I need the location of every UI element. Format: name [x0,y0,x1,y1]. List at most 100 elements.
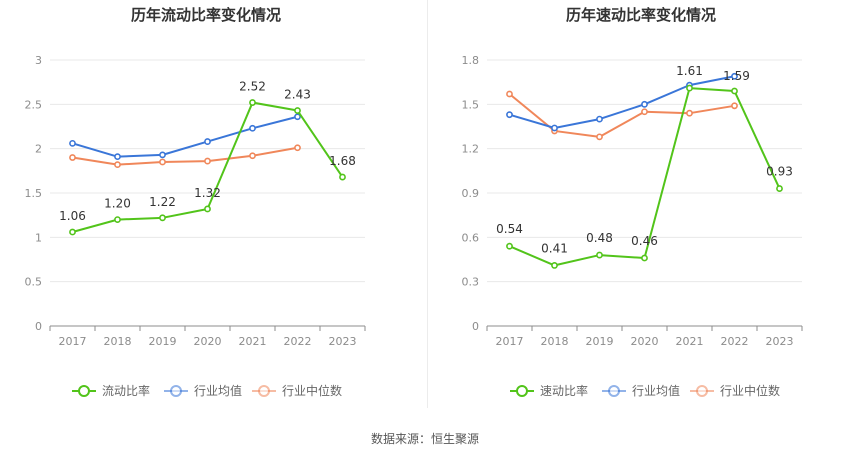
data-point [294,113,301,121]
legend-label: 速动比率 [540,383,588,398]
data-point [641,100,648,108]
x-tick-label: 2017 [59,335,87,348]
legend-label: 行业均值 [194,383,242,398]
data-point [159,214,166,222]
x-tick-label: 2017 [496,335,524,348]
data-point [506,111,513,119]
x-tick-label: 2019 [586,335,614,348]
data-point [249,152,256,160]
legend-marker [170,385,182,397]
data-label: 1.06 [59,209,86,223]
data-point [686,84,693,92]
y-tick-label: 1.2 [462,143,480,156]
data-point [114,161,121,169]
data-point [596,251,603,259]
chart-1: 历年流动比率变化情况 0 0.5 1 1.5 2 2.5 3 2017 2018 2019 2020 2… [25,6,366,398]
y-tick-label: 0 [35,320,42,333]
legend-item-2: 行业均值 [602,383,680,398]
data-point [641,108,648,116]
x-tick-label: 2022 [284,335,312,348]
legend-item-2: 行业均值 [164,383,242,398]
series-line-3 [508,93,735,138]
legend-marker [516,385,528,397]
data-point [69,154,76,161]
legend-marker [608,385,620,397]
data-label: 0.54 [496,222,523,236]
x-tick-label: 2018 [541,335,569,348]
x-tick-label: 2021 [239,335,267,348]
legend-item-1: 流动比率 [72,383,150,398]
data-point [249,124,256,132]
y-tick-label: 2 [35,143,42,156]
panel-divider [427,0,428,408]
data-point [776,185,783,192]
y-tick-label: 1.5 [25,187,43,200]
legend-marker [258,385,270,397]
legend-item-1: 速动比率 [510,383,588,398]
data-point [596,133,603,141]
x-tick-label: 2023 [329,335,357,348]
data-point [731,87,738,95]
chart-2: 历年速动比率变化情况 0 0.3 0.6 0.9 1.2 1.5 1.8 2017 2018 201… [462,6,803,398]
data-label: 0.46 [631,234,658,248]
y-tick-label: 0.9 [462,187,480,200]
chart-title: 历年流动比率变化情况 [131,6,281,24]
data-label: 2.43 [284,88,311,102]
x-tick-label: 2018 [104,335,132,348]
x-tick-label: 2023 [766,335,794,348]
data-point [294,144,301,152]
data-point [551,262,558,269]
data-point [204,138,211,145]
chart-title: 历年速动比率变化情况 [566,6,716,24]
data-point [506,242,513,250]
series-line-3 [72,146,298,166]
data-point [114,216,121,223]
y-tick-label: 1.8 [462,54,480,67]
data-label: 1.32 [194,186,221,200]
series-line-2 [72,115,298,158]
data-point [551,124,558,132]
y-tick-label: 0.6 [462,231,480,244]
x-tick-label: 2020 [631,335,659,348]
data-point [294,107,301,114]
data-point [69,139,76,147]
data-point [69,228,76,236]
data-point [114,153,121,161]
data-label: 1.61 [676,64,703,78]
data-point [506,90,513,98]
data-point [686,109,693,117]
source-note: 数据来源：恒生聚源 [370,432,479,446]
y-tick-label: 0.3 [462,276,480,289]
legend-marker [696,385,708,397]
y-tick-label: 0.5 [25,276,43,289]
data-point [204,205,211,213]
data-point [339,173,346,181]
data-point [731,102,738,110]
data-label: 0.93 [766,165,793,179]
x-tick-label: 2021 [676,335,704,348]
y-tick-label: 1 [35,231,42,244]
charts-canvas: 历年流动比率变化情况 0 0.5 1 1.5 2 2.5 3 2017 2018 2019 2020 2… [25,6,803,398]
data-label: 2.52 [239,80,266,94]
legend-label: 行业中位数 [282,383,342,398]
data-label: 1.20 [104,197,131,211]
data-point [731,72,738,80]
x-tick-label: 2022 [721,335,749,348]
series-line-2 [509,75,735,129]
data-label: 0.41 [541,241,568,255]
x-tick-label: 2020 [194,335,222,348]
legend-label: 行业中位数 [720,383,780,398]
data-point [159,151,166,159]
y-tick-label: 0 [472,320,479,333]
data-point [596,115,603,123]
data-point [249,99,256,106]
legend-marker [78,385,90,397]
y-tick-label: 2.5 [25,98,43,111]
data-label: 0.48 [586,231,613,245]
data-label: 1.68 [329,154,356,168]
y-tick-label: 3 [35,54,42,67]
legend-label: 流动比率 [102,383,150,398]
legend-item-3: 行业中位数 [252,383,342,398]
legend-label: 行业均值 [632,383,680,398]
x-tick-label: 2019 [149,335,177,348]
